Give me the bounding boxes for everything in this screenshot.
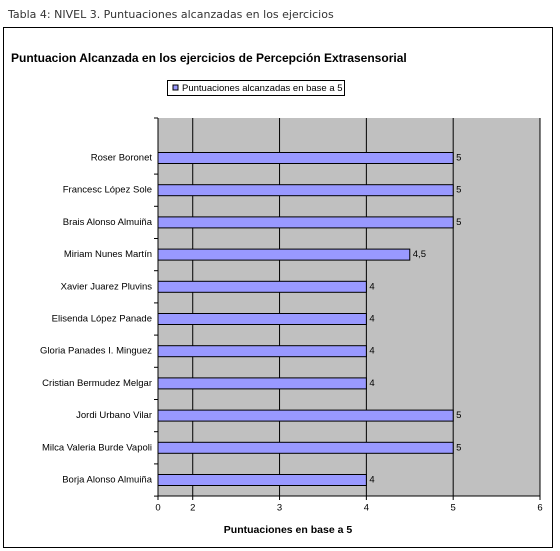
legend-box bbox=[167, 80, 345, 96]
chart-title: Puntuacion Alcanzada en los ejercicios d… bbox=[11, 51, 407, 65]
x-tick-label: 6 bbox=[537, 503, 542, 514]
bar bbox=[157, 409, 454, 422]
value-label: 4,5 bbox=[413, 249, 426, 260]
y-tick-label: Francesc López Sole bbox=[63, 185, 152, 196]
value-label: 4 bbox=[369, 475, 374, 486]
x-tick-label: 3 bbox=[277, 503, 282, 514]
value-label: 4 bbox=[369, 346, 374, 357]
bar bbox=[157, 184, 454, 197]
y-tick-label: Elisenda López Panade bbox=[52, 314, 152, 325]
value-label: 4 bbox=[369, 378, 374, 389]
y-tick-label: Jordi Urbano Vilar bbox=[76, 410, 152, 421]
bar bbox=[157, 280, 367, 293]
y-tick-label: Roser Boronet bbox=[91, 153, 153, 164]
y-tick-label: Gloria Panades I. Minguez bbox=[40, 346, 152, 357]
legend-label: Puntuaciones alcanzadas en base a 5 bbox=[182, 83, 343, 94]
value-label: 5 bbox=[456, 153, 461, 164]
y-tick-label: Cristian Bermudez Melgar bbox=[42, 378, 152, 389]
bar bbox=[157, 377, 367, 390]
y-tick-label: Brais Alonso Almuiña bbox=[63, 217, 153, 228]
value-label: 5 bbox=[456, 442, 461, 453]
x-tick-label: 2 bbox=[190, 503, 195, 514]
value-label: 5 bbox=[456, 410, 461, 421]
caption: Tabla 4: NIVEL 3. Puntuaciones alcanzada… bbox=[7, 8, 334, 21]
x-tick-label: 0 bbox=[155, 503, 160, 514]
x-tick-label: 5 bbox=[451, 503, 456, 514]
x-axis-label: Puntuaciones en base a 5 bbox=[224, 524, 353, 536]
bar bbox=[157, 313, 367, 325]
value-label: 5 bbox=[456, 217, 461, 228]
bar bbox=[157, 152, 454, 164]
bar bbox=[157, 216, 454, 229]
y-tick-label: Milca Valeria Burde Vapoli bbox=[42, 442, 152, 453]
value-label: 4 bbox=[369, 281, 374, 292]
bar bbox=[157, 474, 367, 486]
y-tick-label: Borja Alonso Almuiña bbox=[62, 475, 152, 486]
value-label: 4 bbox=[369, 314, 374, 325]
legend-swatch bbox=[172, 84, 179, 91]
bar bbox=[157, 345, 367, 358]
bar bbox=[157, 441, 454, 454]
bar bbox=[157, 248, 411, 261]
x-tick-label: 4 bbox=[364, 503, 369, 514]
y-tick-label: Miriam Nunes Martín bbox=[64, 249, 152, 260]
y-tick-label: Xavier Juarez Pluvins bbox=[61, 281, 153, 292]
value-label: 5 bbox=[456, 185, 461, 196]
plot-area bbox=[158, 118, 540, 496]
